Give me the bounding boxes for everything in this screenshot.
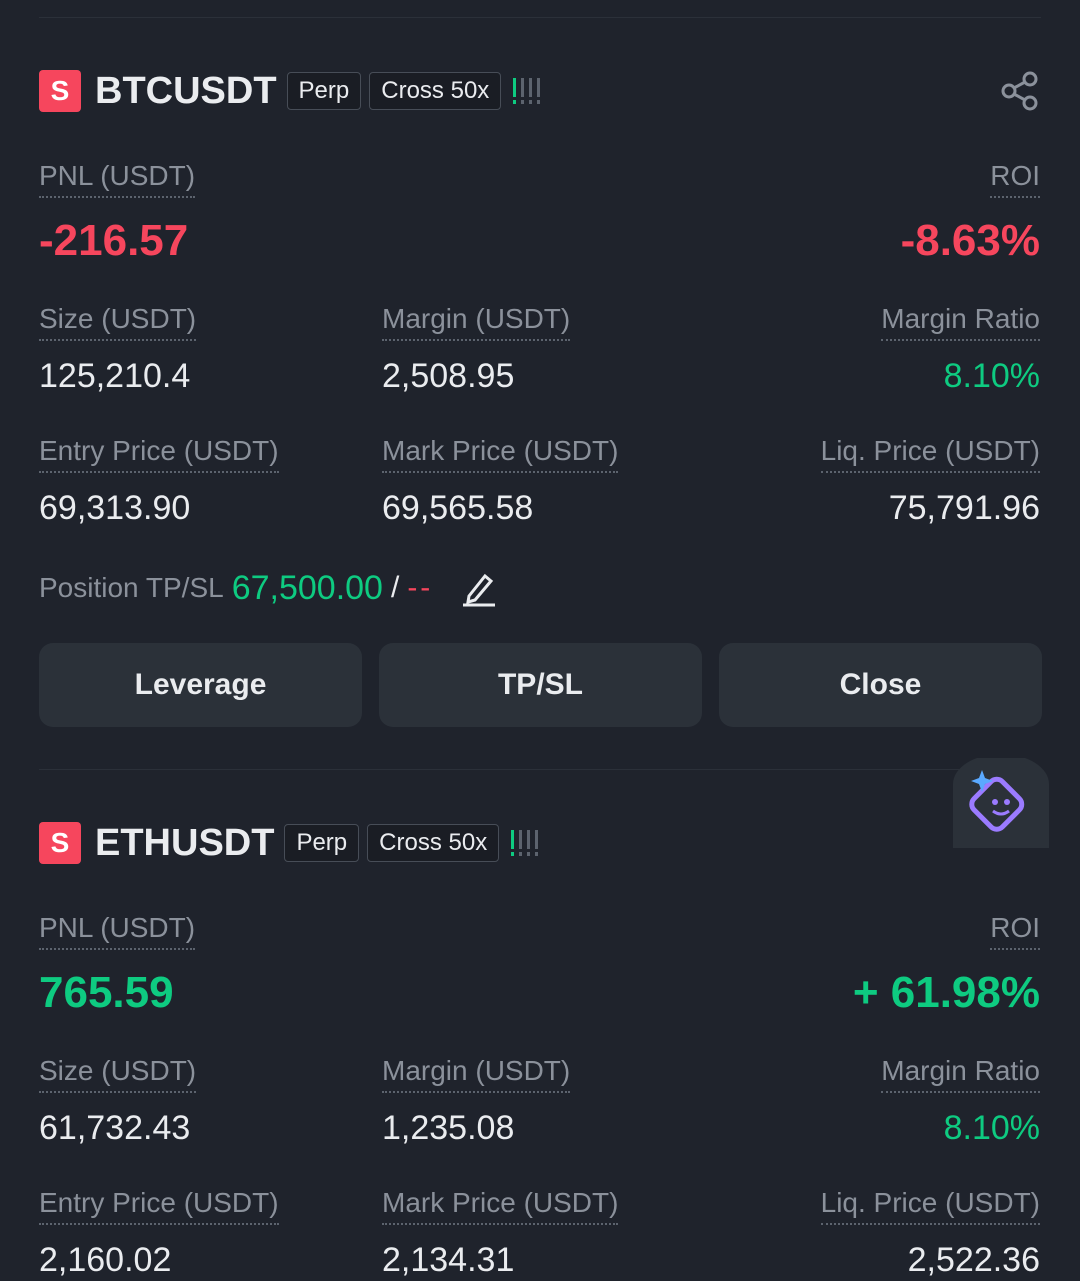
edit-button[interactable] [459,568,499,608]
field-value: 125,210.4 [39,357,191,395]
divider [39,17,1041,18]
field-value: 69,565.58 [382,489,534,527]
roi-value: + 61.98% [852,968,1040,1017]
tag: Perp [286,72,362,110]
field-label: Margin Ratio [881,1055,1040,1093]
field-value: 2,522.36 [907,1241,1040,1279]
tag: Perp [284,824,360,862]
roi-value: -8.63% [900,216,1040,265]
field-value: 69,313.90 [39,489,191,527]
share-button[interactable] [1000,71,1040,111]
field-label: Mark Price (USDT) [382,1187,619,1225]
field-label: Margin (USDT) [382,303,571,341]
field-value: 2,160.02 [39,1241,172,1279]
field-label: Mark Price (USDT) [382,435,619,473]
symbol: ETHUSDT [95,821,275,864]
field-label: Margin (USDT) [382,1055,571,1093]
badge: S [39,822,81,864]
pnl-label: PNL (USDT) [39,912,196,950]
field-value: 2,508.95 [382,357,515,395]
header: ETHUSDT Perp Cross 50x [95,821,541,865]
separator: / [390,571,400,604]
field-value: 8.10% [943,357,1040,395]
divider [39,769,1041,770]
sl-value: -- [407,571,434,604]
tpsl: Position TP/SL 67,500.00/-- [39,568,499,608]
risk-bars [513,78,541,104]
field-label: Entry Price (USDT) [39,1187,279,1225]
tp-value: 67,500.00 [231,569,383,607]
tag: Cross 50x [367,824,500,862]
roi-label: ROI [990,160,1040,198]
header: BTCUSDT Perp Cross 50x [95,69,543,113]
field-value: 8.10% [943,1109,1040,1147]
pnl-value: -216.57 [39,216,189,265]
field-value: 1,235.08 [382,1109,515,1147]
roi-label: ROI [990,912,1040,950]
assistant-icon[interactable] [953,758,1049,848]
field-label: Liq. Price (USDT) [820,1187,1040,1225]
field-value: 2,134.31 [382,1241,515,1279]
symbol: BTCUSDT [95,69,277,112]
field-label: Liq. Price (USDT) [820,435,1040,473]
field-label: Margin Ratio [881,303,1040,341]
badge: S [39,70,81,112]
action-button[interactable]: TP/SL [379,643,702,727]
action-button[interactable]: Leverage [39,643,362,727]
pnl-value: 765.59 [39,968,174,1017]
field-value: 61,732.43 [39,1109,191,1147]
action-button[interactable]: Close [719,643,1042,727]
field-label: Entry Price (USDT) [39,435,279,473]
risk-bars [511,830,539,856]
field-label: Size (USDT) [39,303,197,341]
field-label: Size (USDT) [39,1055,197,1093]
tag: Cross 50x [369,72,502,110]
pnl-label: PNL (USDT) [39,160,196,198]
field-value: 75,791.96 [888,489,1040,527]
tpsl-label: Position TP/SL [39,572,224,603]
